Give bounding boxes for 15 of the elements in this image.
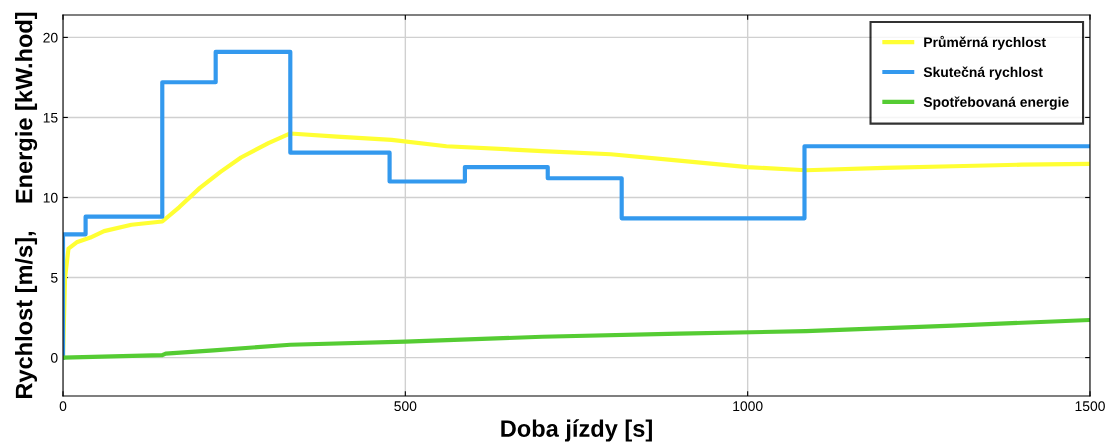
x-tick-label: 500 bbox=[394, 401, 417, 412]
x-axis-title: Doba jízdy [s] bbox=[501, 419, 652, 442]
x-tick-label: 1000 bbox=[733, 401, 763, 412]
y-tick-label: 15 bbox=[43, 112, 58, 123]
line-series bbox=[63, 317, 1090, 360]
legend-label: Skutečná rychlost bbox=[923, 66, 1043, 80]
y-tick-label: 5 bbox=[50, 273, 58, 283]
legend-label: Průměrná rychlost bbox=[924, 35, 1046, 50]
x-tick-label: 0 bbox=[59, 401, 67, 412]
x-tick-label: 1500 bbox=[1075, 401, 1105, 412]
y-tick-label: 0 bbox=[50, 352, 58, 363]
y-tick-label: 20 bbox=[43, 32, 58, 43]
legend-label: Spotřebovaná energie bbox=[923, 96, 1069, 110]
y-axis-title: Rychlost [m/s], Energie [kW.hod] bbox=[15, 12, 38, 399]
y-tick-label: 10 bbox=[43, 192, 58, 203]
